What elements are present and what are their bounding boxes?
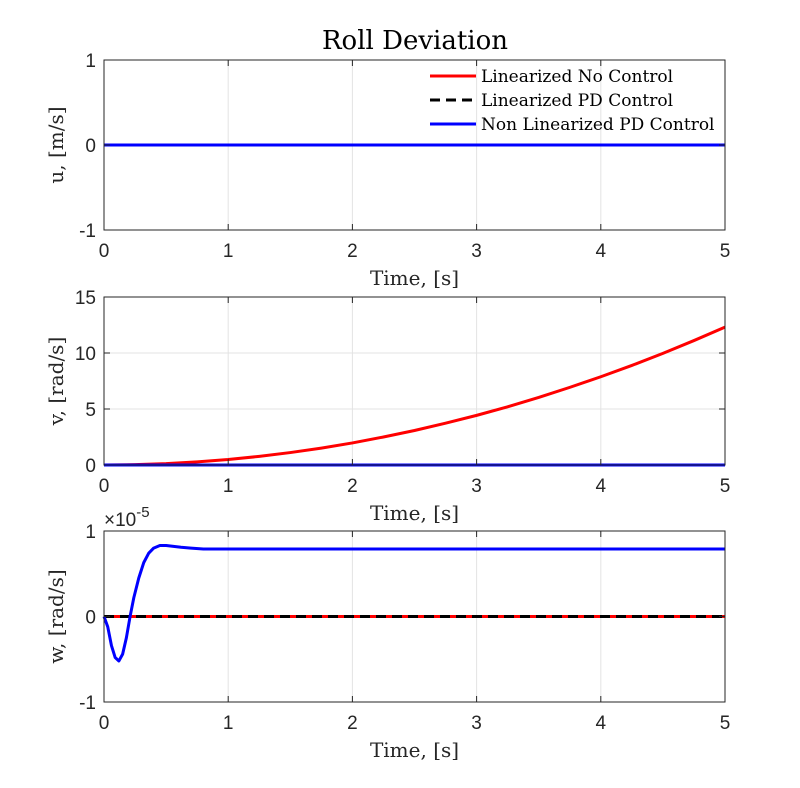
subplot-2: 0 1 2 3 4 5 0 5 10 15 Time, [s] v, [rad/s] [44,288,730,525]
x-tick-label: 1 [223,713,234,734]
y-tick-label: 0 [85,136,96,157]
x-tick-label: 4 [596,476,607,497]
plot-area [104,297,725,465]
legend-label: Non Linearized PD Control [481,115,715,135]
y-tick-label: 0 [85,456,96,477]
x-tick-label: 4 [596,241,607,262]
x-tick-label: 0 [99,713,110,734]
legend: Linearized No Control Linearized PD Contr… [430,67,715,135]
y-tick-label: 5 [85,400,96,421]
y-tick-label: -1 [79,221,96,242]
legend-label: Linearized PD Control [481,91,673,111]
x-tick-label: 3 [471,476,482,497]
x-tick-label: 5 [720,476,731,497]
x-tick-label: 0 [99,241,110,262]
series-line-linearized-no-control [103,325,726,467]
series-line-non-linearized-pd-control [102,544,725,663]
legend-label: Linearized No Control [481,67,673,87]
figure-title: Roll Deviation [322,26,508,56]
x-tick-label: 1 [223,476,234,497]
x-tick-label: 2 [347,713,358,734]
x-tick-label: 0 [99,476,110,497]
axes-box [103,296,726,466]
x-tick-label: 1 [223,241,234,262]
x-axis-label: Time, [s] [370,738,459,762]
y-tick-label: 10 [75,344,96,365]
y-tick-label: 15 [75,288,96,309]
x-tick-label: 5 [720,713,731,734]
y-axis-label: w, [rad/s] [44,569,68,663]
y-exponent-power: -5 [136,504,149,521]
x-tick-label: 4 [596,713,607,734]
x-tick-label: 2 [347,476,358,497]
y-tick-label: 0 [85,608,96,629]
y-tick-label: 1 [85,51,96,72]
y-axis-label: u, [m/s] [44,106,68,183]
x-tick-label: 3 [471,241,482,262]
x-tick-label: 3 [471,713,482,734]
y-tick-label: -1 [79,693,96,714]
x-axis-label: Time, [s] [370,266,459,290]
x-axis-label: Time, [s] [370,501,459,525]
x-tick-label: 2 [347,241,358,262]
y-axis-label: v, [rad/s] [44,337,68,427]
y-tick-label: 1 [85,522,96,543]
x-tick-label: 5 [720,241,731,262]
